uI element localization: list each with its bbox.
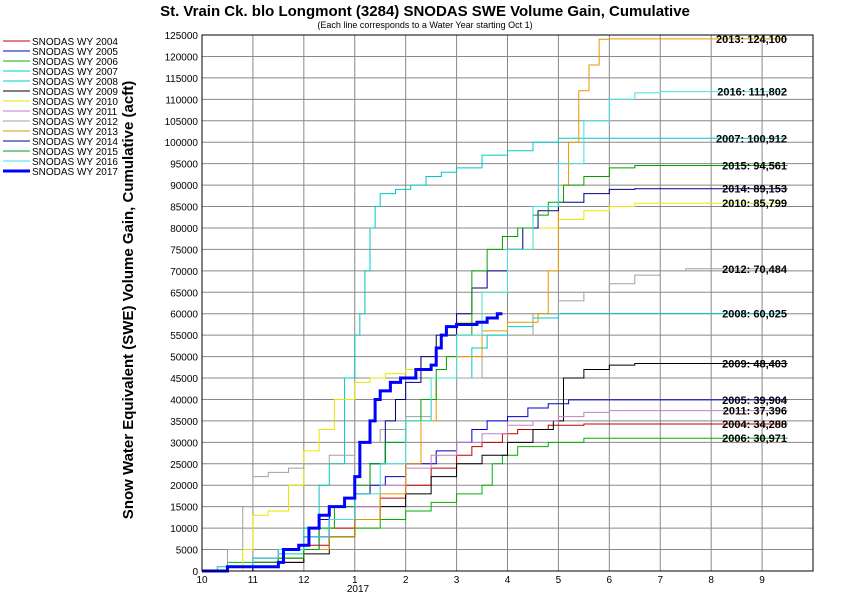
x-tick-label: 3 [454, 575, 460, 586]
x-tick-label: 5 [556, 575, 562, 586]
legend-entry: SNODAS WY 2006 [32, 57, 118, 68]
series-end-label: 2013: 124,100 [716, 34, 787, 46]
x-tick-label: 4 [505, 575, 511, 586]
legend-entry: SNODAS WY 2008 [32, 77, 118, 88]
series-end-label: 2007: 100,912 [716, 133, 787, 145]
series-end-label: 2011: 37,396 [723, 406, 787, 418]
y-tick-label: 45000 [170, 374, 198, 385]
y-tick-label: 25000 [170, 460, 198, 471]
y-tick-label: 10000 [170, 524, 198, 535]
chart-subtitle: (Each line corresponds to a Water Year s… [317, 20, 532, 30]
x-tick-label: 12 [298, 575, 310, 586]
y-tick-label: 30000 [170, 438, 198, 449]
legend-entry: SNODAS WY 2013 [32, 127, 118, 138]
y-tick-label: 120000 [165, 52, 199, 63]
end-labels: 2004: 34,288 2005: 39,904 2006: 30,971 2007… [716, 34, 788, 445]
x-tick-label: 9 [759, 575, 765, 586]
x-year-label: 2017 [347, 584, 370, 595]
legend-entry: SNODAS WY 2004 [32, 37, 118, 48]
legend-entry: SNODAS WY 2012 [32, 117, 118, 128]
y-tick-label: 125000 [165, 31, 199, 42]
x-tick-label: 11 [248, 575, 259, 586]
y-tick-label: 90000 [170, 181, 198, 192]
legend-entry: SNODAS WY 2005 [32, 47, 118, 58]
x-tick-label: 8 [708, 575, 714, 586]
y-axis: 0 5000 10000 15000 20000 25000 30000 35000 40000… [165, 31, 199, 578]
y-tick-label: 35000 [170, 417, 198, 428]
y-tick-label: 95000 [170, 160, 198, 171]
y-tick-label: 60000 [170, 310, 198, 321]
series-end-label: 2009: 48,403 [722, 358, 787, 370]
series-end-label: 2012: 70,484 [722, 264, 788, 276]
series-line [202, 312, 503, 573]
grid [201, 34, 813, 572]
series-lines [202, 38, 788, 573]
series-end-label: 2008: 60,025 [722, 309, 787, 321]
y-tick-label: 70000 [170, 267, 198, 278]
x-tick-label: 2 [403, 575, 409, 586]
series-end-label: 2014: 89,153 [722, 184, 787, 196]
series-line [202, 165, 788, 572]
y-tick-label: 115000 [165, 74, 198, 85]
y-tick-label: 55000 [170, 331, 198, 342]
series-end-label: 2005: 39,904 [722, 395, 788, 407]
series-end-label: 2004: 34,288 [722, 419, 787, 431]
series-end-label: 2015: 94,561 [722, 161, 787, 173]
x-tick-label: 1 [352, 575, 358, 586]
legend-entry: SNODAS WY 2015 [32, 147, 118, 158]
y-tick-label: 5000 [176, 546, 199, 557]
series-end-label: 2016: 111,802 [717, 87, 787, 99]
y-tick-label: 50000 [170, 353, 198, 364]
y-tick-label: 20000 [170, 481, 198, 492]
legend-entry: SNODAS WY 2011 [32, 107, 118, 118]
series-end-label: 2006: 30,971 [722, 433, 787, 445]
series-line [202, 410, 788, 572]
x-tick-label: 10 [196, 575, 208, 586]
y-axis-label: Snow Water Equivalent (SWE) Volume Gain,… [120, 81, 137, 519]
legend-entry: SNODAS WY 2009 [32, 87, 118, 98]
y-tick-label: 100000 [165, 138, 199, 149]
series-line [202, 202, 788, 572]
y-tick-label: 105000 [165, 117, 199, 128]
legend-entry: SNODAS WY 2007 [32, 67, 118, 78]
series-end-label: 2010: 85,799 [722, 198, 787, 210]
y-tick-label: 110000 [165, 95, 198, 106]
legend-entry: SNODAS WY 2014 [32, 137, 118, 148]
x-tick-label: 6 [607, 575, 613, 586]
series-line [202, 362, 788, 572]
y-tick-label: 0 [192, 567, 198, 578]
y-tick-label: 40000 [170, 395, 198, 406]
chart-title: St. Vrain Ck. blo Longmont (3284) SNODAS… [160, 3, 690, 20]
legend-entry: SNODAS WY 2017 [32, 167, 118, 178]
x-tick-label: 7 [657, 575, 663, 586]
series-line [202, 188, 788, 572]
y-tick-label: 75000 [170, 245, 198, 256]
x-axis: 10 11 12 1 2 3 4 5 6 7 8 9 [196, 575, 765, 586]
y-tick-label: 80000 [170, 224, 198, 235]
legend-entry: SNODAS WY 2016 [32, 157, 118, 168]
y-tick-label: 65000 [170, 288, 198, 299]
y-tick-label: 85000 [170, 203, 198, 214]
y-tick-label: 15000 [170, 503, 198, 514]
series-line [202, 38, 788, 572]
legend-entry: SNODAS WY 2010 [32, 97, 118, 108]
plot-area [201, 34, 814, 572]
series-line [202, 437, 788, 572]
